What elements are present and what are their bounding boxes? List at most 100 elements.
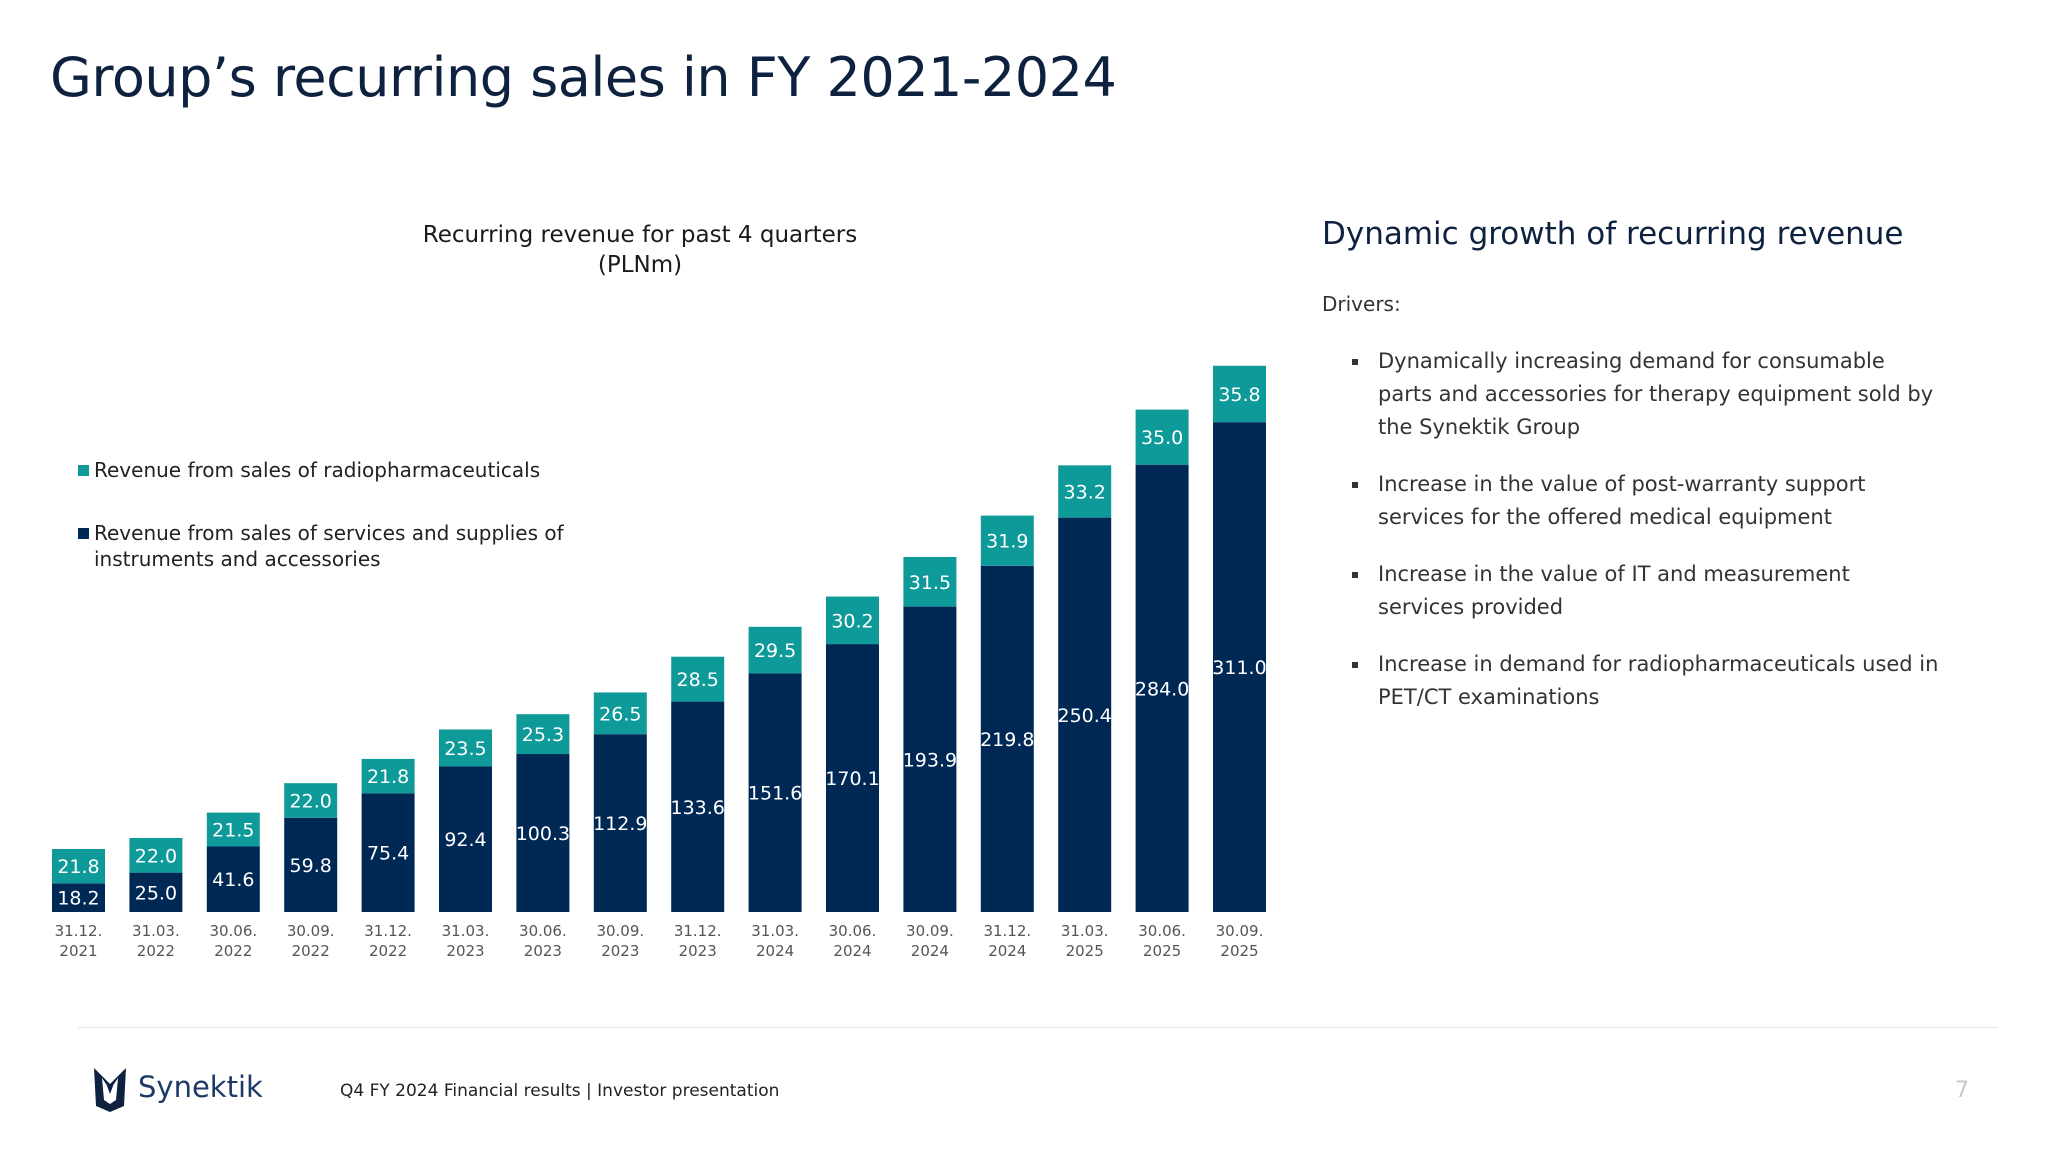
driver-item: Increase in demand for radiopharmaceutic… [1322,648,1942,714]
bar-segment-services [439,766,492,912]
data-label-radiopharmaceuticals: 35.0 [1141,427,1183,449]
bar-segment-services [206,846,260,912]
legend-item-services: Revenue from sales of services and suppl… [78,520,614,572]
data-label-services: 59.8 [290,855,332,877]
data-label-services: 193.9 [903,749,957,771]
bar-segment-services [284,817,338,912]
bar-segment-radiopharmaceuticals [439,729,492,767]
x-tick-label: 31.12. [674,922,722,940]
x-tick-label: 30.06. [829,922,877,940]
x-tick-label: 31.12. [364,922,412,940]
x-tick-label: 31.03. [442,922,490,940]
x-tick-label: 2025 [1220,942,1258,960]
data-label-services: 250.4 [1057,705,1111,727]
chart-title: Recurring revenue for past 4 quarters (P… [422,222,858,278]
page-title: Group’s recurring sales in FY 2021-2024 [50,46,1117,109]
x-tick-label: 2025 [1066,942,1104,960]
bullet-icon [1352,572,1358,578]
bar-segment-radiopharmaceuticals [826,596,879,645]
data-label-radiopharmaceuticals: 31.9 [986,531,1028,553]
drivers-label: Drivers: [1322,292,1401,316]
x-tick-label: 2024 [833,942,871,960]
x-tick-label: 2025 [1143,942,1181,960]
x-tick-label: 30.06. [209,922,257,940]
driver-item: Dynamically increasing demand for consum… [1322,345,1942,444]
data-label-radiopharmaceuticals: 26.5 [599,703,641,725]
synektik-logo: Synektik [94,1068,263,1112]
x-tick-label: 30.09. [287,922,335,940]
x-tick-label: 30.09. [906,922,954,940]
bar-segment-radiopharmaceuticals [361,758,415,794]
bar-segment-services [903,606,957,912]
bar-segment-services [361,793,415,912]
x-tick-label: 2023 [524,942,562,960]
bar-segment-radiopharmaceuticals [52,849,105,884]
bar-segment-services [129,872,183,912]
legend-label: Revenue from sales of services and suppl… [94,521,564,571]
data-label-radiopharmaceuticals: 21.8 [57,856,99,878]
bar-segment-radiopharmaceuticals [284,783,338,818]
drivers-list: Dynamically increasing demand for consum… [1322,345,1942,738]
bullet-icon [1352,662,1358,668]
x-tick-label: 31.12. [983,922,1031,940]
data-label-services: 170.1 [825,768,879,790]
data-label-services: 25.0 [135,882,177,904]
x-tick-label: 31.03. [1061,922,1109,940]
bar-segment-services [593,734,647,912]
footer-text: Q4 FY 2024 Financial results | Investor … [340,1081,780,1101]
x-tick-label: 30.06. [519,922,567,940]
x-tick-label: 2022 [214,942,252,960]
x-tick-label: 30.06. [1138,922,1186,940]
x-tick-label: 2024 [756,942,794,960]
x-tick-label: 30.09. [1216,922,1264,940]
bar-segment-radiopharmaceuticals [671,656,725,702]
bar-segment-radiopharmaceuticals [516,714,570,755]
bar-segment-radiopharmaceuticals [593,692,647,735]
bullet-icon [1352,359,1358,365]
right-heading: Dynamic growth of recurring revenue [1322,216,1904,252]
data-label-radiopharmaceuticals: 25.3 [522,724,564,746]
bar-segment-radiopharmaceuticals [129,837,183,873]
bar-segment-radiopharmaceuticals [980,515,1034,566]
bar-segment-services [1058,517,1112,912]
x-tick-label: 2023 [446,942,484,960]
legend-swatch-navy [78,528,89,539]
driver-item: Increase in the value of post-warranty s… [1322,468,1942,534]
data-label-services: 151.6 [748,783,802,805]
bar-segment-services [748,673,802,912]
bar-segment-radiopharmaceuticals [903,556,957,607]
bar-segment-radiopharmaceuticals [748,626,802,674]
data-label-radiopharmaceuticals: 28.5 [677,669,719,691]
data-label-services: 41.6 [212,869,254,891]
bar-segment-services [671,701,725,912]
data-label-radiopharmaceuticals: 33.2 [1064,481,1106,503]
data-label-radiopharmaceuticals: 23.5 [444,738,486,760]
bar-segment-radiopharmaceuticals [1135,409,1189,465]
x-tick-label: 2023 [679,942,717,960]
bar-segment-services [1213,422,1266,912]
bar-segment-services [1135,464,1189,912]
page-number: 7 [1955,1078,1969,1103]
logo-mark-icon [94,1068,126,1112]
data-label-services: 18.2 [57,888,99,910]
x-tick-label: 2022 [292,942,330,960]
bar-segment-services [52,883,105,912]
bar-segment-services [980,565,1034,912]
x-tick-label: 2022 [369,942,407,960]
x-tick-label: 2022 [137,942,175,960]
x-tick-label: 31.03. [132,922,180,940]
data-label-radiopharmaceuticals: 35.8 [1218,384,1260,406]
x-tick-label: 2021 [59,942,97,960]
data-label-services: 112.9 [593,813,647,835]
driver-item: Increase in the value of IT and measurem… [1322,558,1942,624]
data-label-radiopharmaceuticals: 21.5 [212,820,254,842]
bar-segment-services [516,754,570,912]
x-tick-label: 2023 [601,942,639,960]
data-label-services: 75.4 [367,843,409,865]
bar-segment-radiopharmaceuticals [1058,465,1112,518]
data-label-radiopharmaceuticals: 21.8 [367,766,409,788]
data-label-services: 311.0 [1212,657,1266,679]
bar-segment-services [826,644,879,912]
logo-text: Synektik [138,1070,263,1104]
